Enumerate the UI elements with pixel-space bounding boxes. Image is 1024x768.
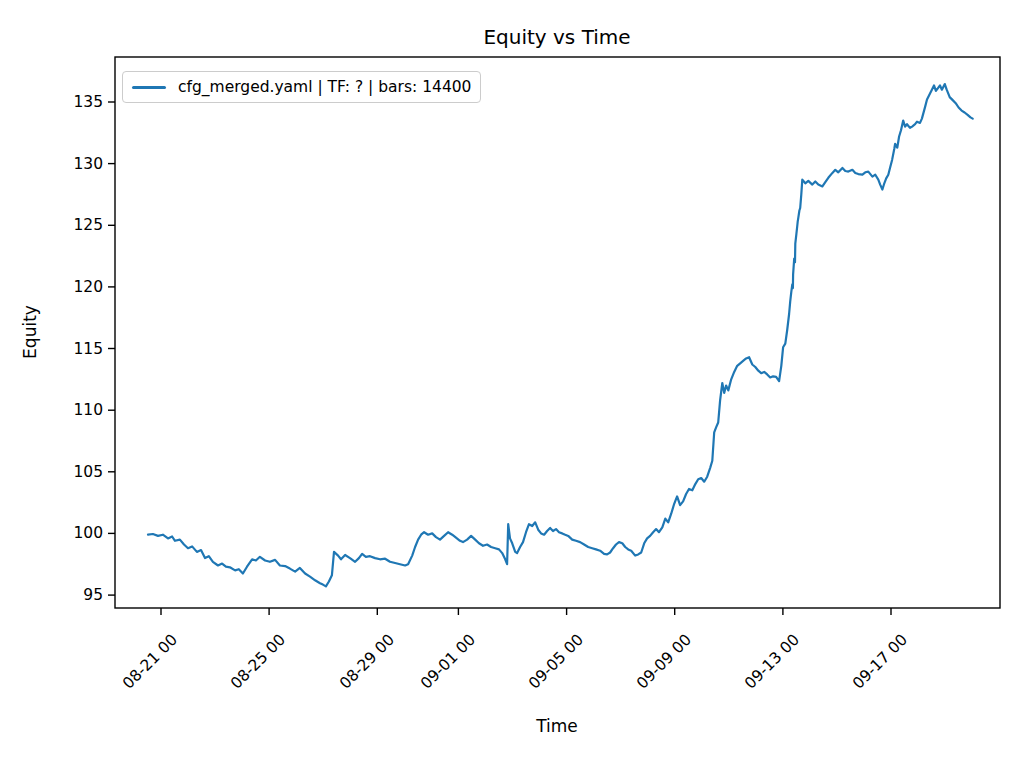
- y-tick-label: 130: [28, 153, 103, 175]
- legend: cfg_merged.yaml | TF: ? | bars: 14400: [122, 71, 481, 103]
- y-tick-label: 100: [28, 522, 103, 544]
- y-tick-label: 95: [28, 584, 103, 606]
- y-tick-label: 135: [28, 91, 103, 113]
- y-axis-label: Equity: [20, 305, 40, 359]
- y-tick-label: 105: [28, 461, 103, 483]
- figure: Equity vs Time 08-21 0008-25 0008-29 000…: [0, 0, 1024, 768]
- legend-line-sample: [132, 86, 166, 89]
- x-axis-label: Time: [536, 716, 578, 736]
- legend-label: cfg_merged.yaml | TF: ? | bars: 14400: [178, 78, 471, 96]
- plot-border: [115, 57, 1000, 608]
- equity-line: [148, 84, 973, 586]
- y-tick-label: 125: [28, 214, 103, 236]
- y-tick-label: 120: [28, 276, 103, 298]
- y-tick-label: 110: [28, 399, 103, 421]
